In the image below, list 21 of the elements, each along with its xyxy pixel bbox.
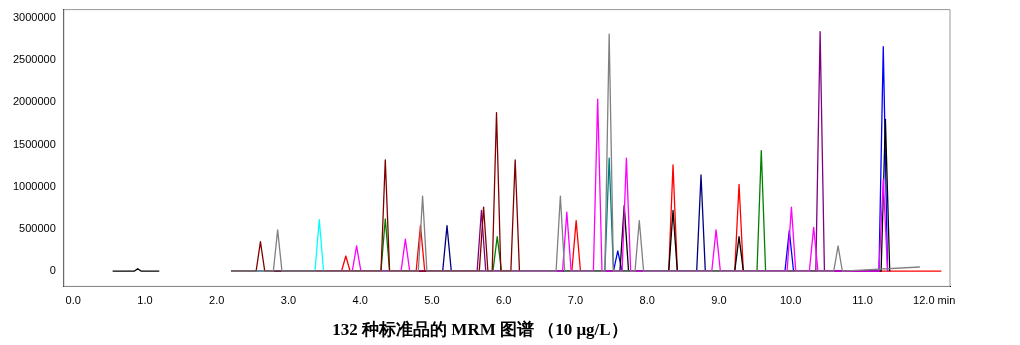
x-tick-label: 3.0	[280, 294, 297, 307]
text: 132 种标准品的 MRM 图谱 （10 μg/L）	[332, 320, 628, 340]
x-tick-label: 1.0	[137, 294, 153, 307]
x-tick-label: 2.0	[209, 294, 225, 307]
x-tick-label: 12.0 min	[913, 294, 956, 307]
x-tick-label: 5.0	[424, 294, 440, 307]
x-tick-label: 6.0	[496, 294, 512, 307]
x-tick-label: 11.0	[852, 294, 873, 307]
y-tick-label: 1500000	[13, 137, 56, 150]
x-tick-label: 0.0	[65, 294, 81, 307]
x-tick-label: 4.0	[352, 294, 368, 307]
y-tick-label: 0	[49, 264, 56, 277]
y-tick-label: 1000000	[13, 179, 56, 192]
y-tick-label: 2000000	[13, 95, 56, 108]
y-tick-label: 2500000	[13, 53, 56, 66]
x-tick-label: 9.0	[711, 294, 727, 307]
y-tick-label: 500000	[19, 222, 56, 235]
x-tick-label: 8.0	[639, 294, 655, 307]
y-tick-label: 3000000	[13, 11, 56, 24]
x-tick-label: 10.0	[779, 294, 802, 307]
x-tick-label: 7.0	[567, 294, 584, 307]
